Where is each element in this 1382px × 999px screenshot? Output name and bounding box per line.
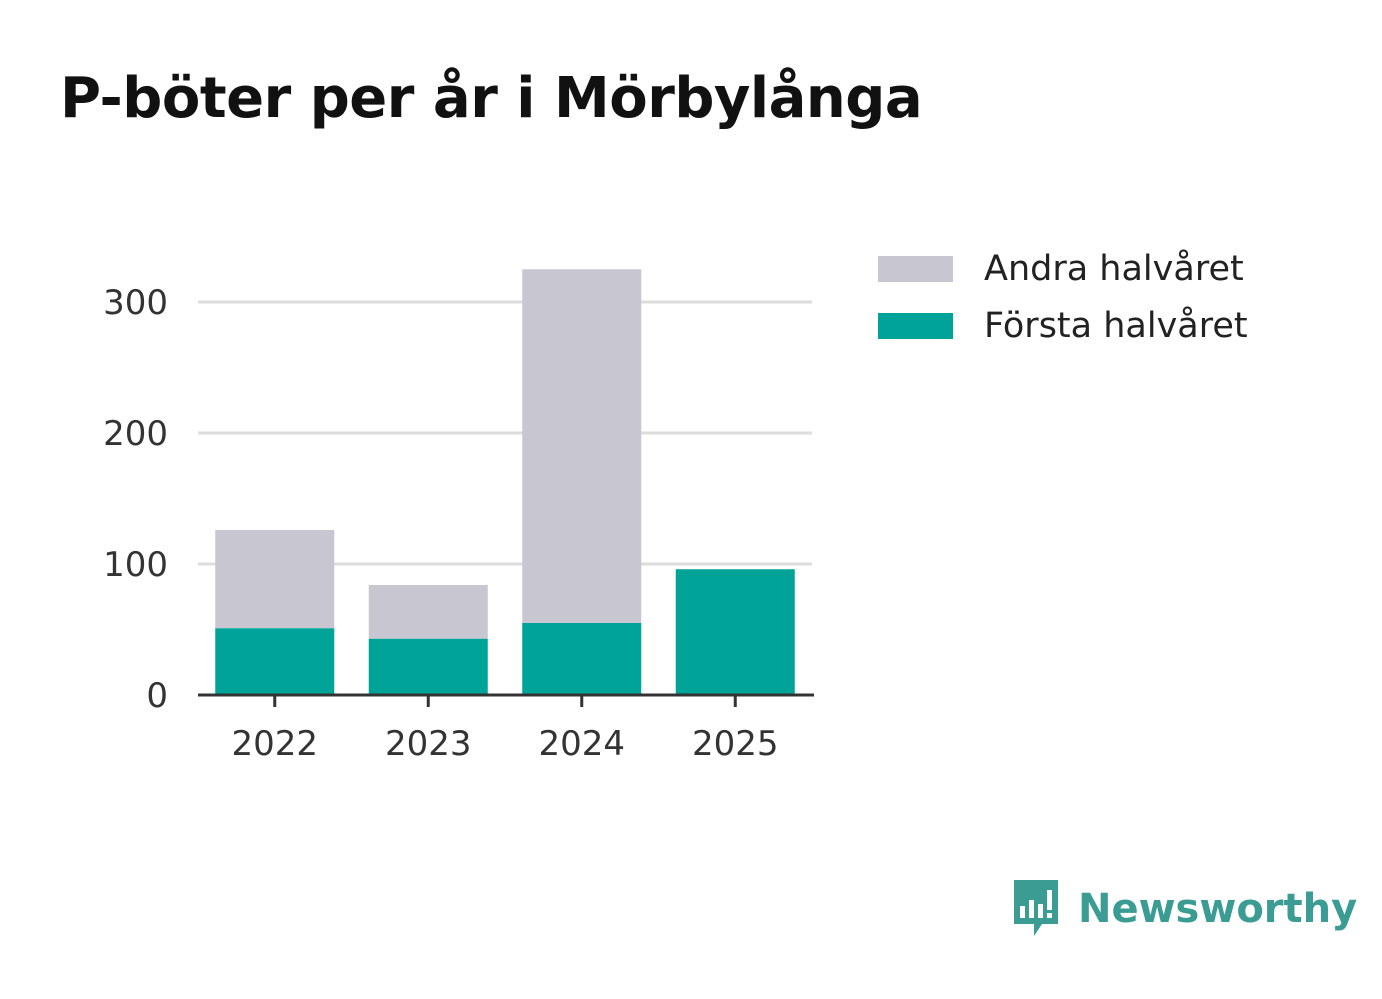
legend: Andra halvåret Första halvåret xyxy=(878,240,1248,354)
y-tick-label-100: 100 xyxy=(103,545,168,585)
axes: 0 100 200 300 2022 2023 2024 2025 xyxy=(103,283,814,764)
bar-2022-forsta xyxy=(215,628,335,695)
bars xyxy=(215,269,795,695)
legend-label-andra: Andra halvåret xyxy=(984,248,1244,289)
bar-2022-andra xyxy=(215,529,335,629)
legend-swatch-andra xyxy=(878,255,953,282)
y-tick-label-200: 200 xyxy=(103,414,168,454)
x-tick-label-2024: 2024 xyxy=(538,724,625,764)
bar-2024-forsta xyxy=(522,622,642,695)
legend-item-forsta: Första halvåret xyxy=(878,297,1248,354)
bar-2023-andra xyxy=(368,584,488,639)
bar-2025-forsta xyxy=(675,569,795,695)
bar-2023-forsta xyxy=(368,638,488,695)
newsworthy-logo-icon xyxy=(1014,880,1058,936)
y-tick-label-0: 0 xyxy=(146,676,168,716)
x-tick-label-2025: 2025 xyxy=(692,724,779,764)
legend-item-andra: Andra halvåret xyxy=(878,240,1248,297)
logo-text: Newsworthy xyxy=(1078,886,1358,932)
bar-2024-andra xyxy=(522,269,642,623)
y-tick-label-300: 300 xyxy=(103,283,168,323)
x-tick-label-2022: 2022 xyxy=(231,724,318,764)
legend-label-forsta: Första halvåret xyxy=(984,305,1248,346)
legend-swatch-forsta xyxy=(878,312,953,339)
gridlines xyxy=(198,300,812,566)
x-tick-label-2023: 2023 xyxy=(385,724,472,764)
chart-title: P-böter per år i Mörbylånga xyxy=(60,66,923,131)
newsworthy-logo: Newsworthy xyxy=(1010,878,1357,940)
